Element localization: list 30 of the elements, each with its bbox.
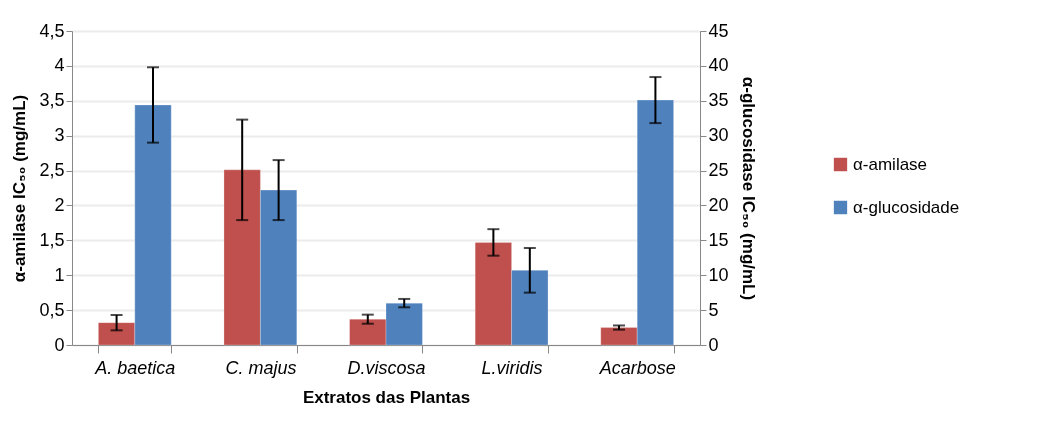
y2-tick-label: 30 — [708, 125, 729, 146]
x-tick-label: A. baetica — [94, 357, 176, 378]
y-tick-label: 4,5 — [39, 20, 65, 41]
y2-tick-label: 40 — [708, 55, 729, 76]
x-axis-title: Extratos das Plantas — [302, 387, 471, 407]
y2-tick-label: 15 — [708, 229, 729, 250]
y-tick-label: 2 — [54, 194, 65, 215]
y2-tick-label: 35 — [708, 90, 729, 111]
y-tick-label: 3 — [54, 125, 65, 146]
y2-tick-label: 0 — [708, 334, 719, 355]
y2-tick-label: 10 — [708, 264, 729, 285]
x-tick-label: C. majus — [225, 357, 297, 378]
x-tick-label: Acarbose — [598, 357, 676, 378]
legend-label: α-glucosidade — [853, 197, 960, 217]
y-tick-label: 0 — [54, 334, 65, 355]
y-tick-label: 4 — [54, 55, 65, 76]
legend-label: α-amilase — [853, 154, 928, 174]
y2-tick-label: 5 — [708, 299, 719, 320]
y2-tick-label: 20 — [708, 194, 729, 215]
y-tick-label: 0,5 — [39, 299, 65, 320]
x-tick-label: L.viridis — [481, 357, 543, 378]
x-tick-label: D.viscosa — [347, 357, 426, 378]
y-tick-label: 2,5 — [39, 160, 65, 181]
y-tick-label: 1,5 — [39, 229, 65, 250]
y-tick-label: 3,5 — [39, 90, 65, 111]
y2-axis-title: α-glucosidase IC₅₀ (mg/mL) — [738, 76, 758, 301]
y2-tick-label: 45 — [708, 20, 729, 41]
y-axis-title: α-amilase IC₅₀ (mg/mL) — [10, 94, 30, 283]
y-tick-label: 1 — [54, 264, 65, 285]
y2-tick-label: 25 — [708, 160, 729, 181]
